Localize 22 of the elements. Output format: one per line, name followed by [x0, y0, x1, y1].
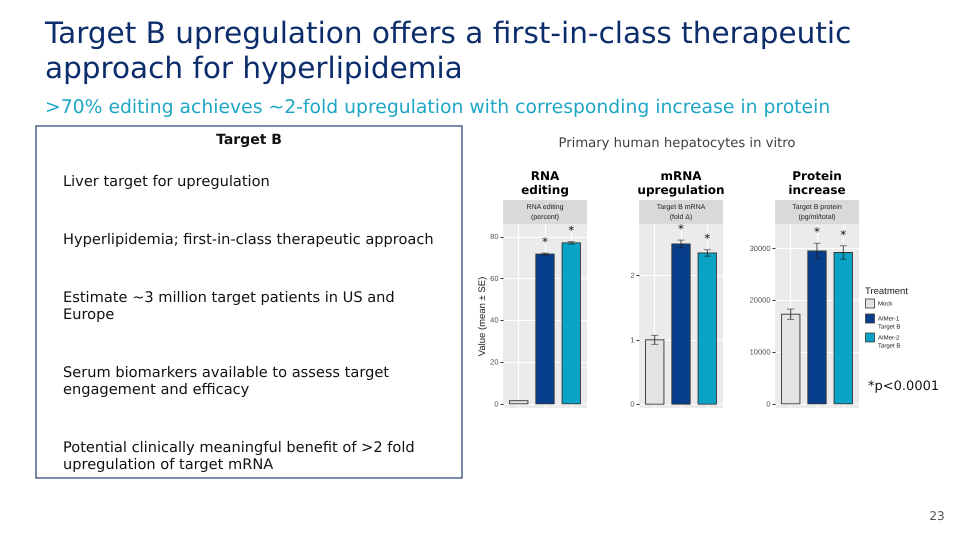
chart-title: mRNA upregulation: [637, 169, 725, 197]
data-label: *: [840, 228, 846, 242]
data-label: *: [814, 225, 820, 240]
text: Hyperlipidemia; first-in-class therapeutic approach: [63, 231, 434, 248]
text: Serum biomarkers available to assess target engagement and efficacy: [63, 364, 390, 398]
data-label: *: [704, 232, 710, 246]
text: Target B upregulation offers a first-in-class therapeutic approach for hyperlipidemia: [44, 16, 852, 85]
chart-title: RNA editing: [521, 169, 569, 197]
chart-title: Protein increase: [788, 169, 846, 197]
text: Liver target for upregulation: [63, 173, 270, 190]
text: Target B: [216, 132, 282, 148]
data-label: *: [678, 222, 684, 236]
text: 23: [929, 509, 945, 523]
data-label: *: [568, 224, 574, 238]
text: *p<0.0001: [868, 379, 940, 394]
text: >70% editing achieves ~2-fold upregulation with corresponding increase in protein: [45, 97, 830, 118]
y-axis-title: Value (mean ± SE): [477, 276, 488, 356]
legend-title: Treatment: [865, 286, 908, 297]
text: Potential clinically meaningful benefit of >2 fold upregulation of target mRNA: [63, 439, 415, 473]
data-label: *: [542, 235, 548, 250]
text: Estimate ~3 million target patients in US and Europe: [63, 289, 395, 323]
text: Primary human hepatocytes in vitro: [558, 136, 796, 151]
